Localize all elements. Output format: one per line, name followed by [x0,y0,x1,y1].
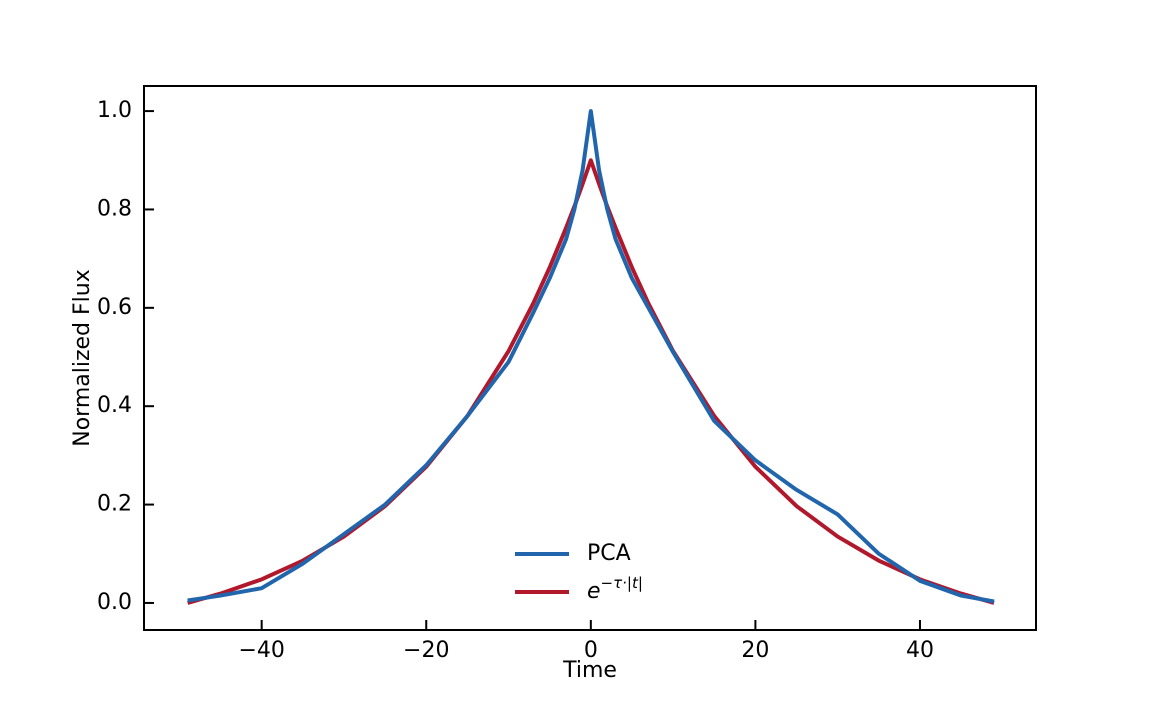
line [187,109,995,604]
y-tick-label: 1.0 [97,98,132,123]
y-tick-label: 0.2 [97,492,132,517]
x-tick-label: −20 [403,638,449,663]
y-tick-label: 0.4 [97,393,132,418]
x-axis-label: Time [562,658,617,683]
y-axis-label: Normalized Flux [70,269,95,446]
x-tick-label: 20 [741,638,769,663]
line [187,158,995,605]
x-tick-label: 0 [584,638,598,663]
y-tick-label: 0.8 [97,196,132,221]
y-tick-label: 0.0 [97,590,132,615]
legend-label: PCA [587,541,631,566]
legend-label: e−τ·|t| [587,574,643,605]
y-tick-label: 0.6 [97,295,132,320]
x-tick-label: 40 [906,638,934,663]
x-tick-label: −40 [238,638,284,663]
plot-frame [143,85,1037,631]
